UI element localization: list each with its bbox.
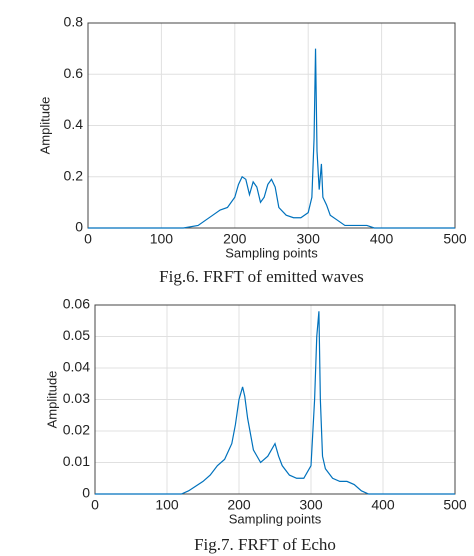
x-tick-label: 500 — [443, 497, 467, 513]
x-tick-label: 100 — [155, 497, 179, 513]
x-tick-label: 100 — [150, 231, 174, 247]
y-tick-label: 0.03 — [63, 390, 90, 406]
data-line — [88, 48, 455, 229]
y-tick-label: 0 — [82, 485, 90, 501]
y-tick-label: 0.6 — [64, 65, 84, 81]
x-tick-label: 200 — [223, 231, 247, 247]
plot-frame — [87, 22, 456, 229]
x-tick-label: 300 — [297, 231, 321, 247]
y-tick-label: 0.8 — [64, 14, 84, 30]
x-tick-label: 0 — [91, 497, 99, 513]
y-tick-label: 0 — [75, 219, 83, 235]
caption: Fig.7. FRFT of Echo — [194, 535, 336, 554]
caption: Fig.6. FRFT of emitted waves — [159, 267, 364, 286]
y-axis-label: Amplitude — [44, 371, 59, 429]
x-tick-label: 200 — [227, 497, 251, 513]
x-tick-label: 500 — [443, 231, 467, 247]
y-tick-label: 0.4 — [64, 116, 84, 132]
y-tick-label: 0.02 — [63, 422, 90, 438]
y-tick-label: 0.2 — [64, 167, 84, 183]
x-tick-label: 400 — [371, 497, 395, 513]
y-tick-label: 0.06 — [63, 296, 90, 312]
plot-frame — [94, 304, 456, 495]
x-axis-label: Sampling points — [229, 511, 322, 526]
x-tick-label: 300 — [299, 497, 323, 513]
y-axis-label: Amplitude — [37, 97, 52, 155]
x-axis-label: Sampling points — [225, 245, 318, 260]
y-tick-label: 0.01 — [63, 453, 90, 469]
y-tick-label: 0.04 — [63, 359, 90, 375]
x-tick-label: 0 — [84, 231, 92, 247]
y-tick-label: 0.05 — [63, 327, 90, 343]
x-tick-label: 400 — [370, 231, 394, 247]
data-line — [95, 311, 455, 495]
